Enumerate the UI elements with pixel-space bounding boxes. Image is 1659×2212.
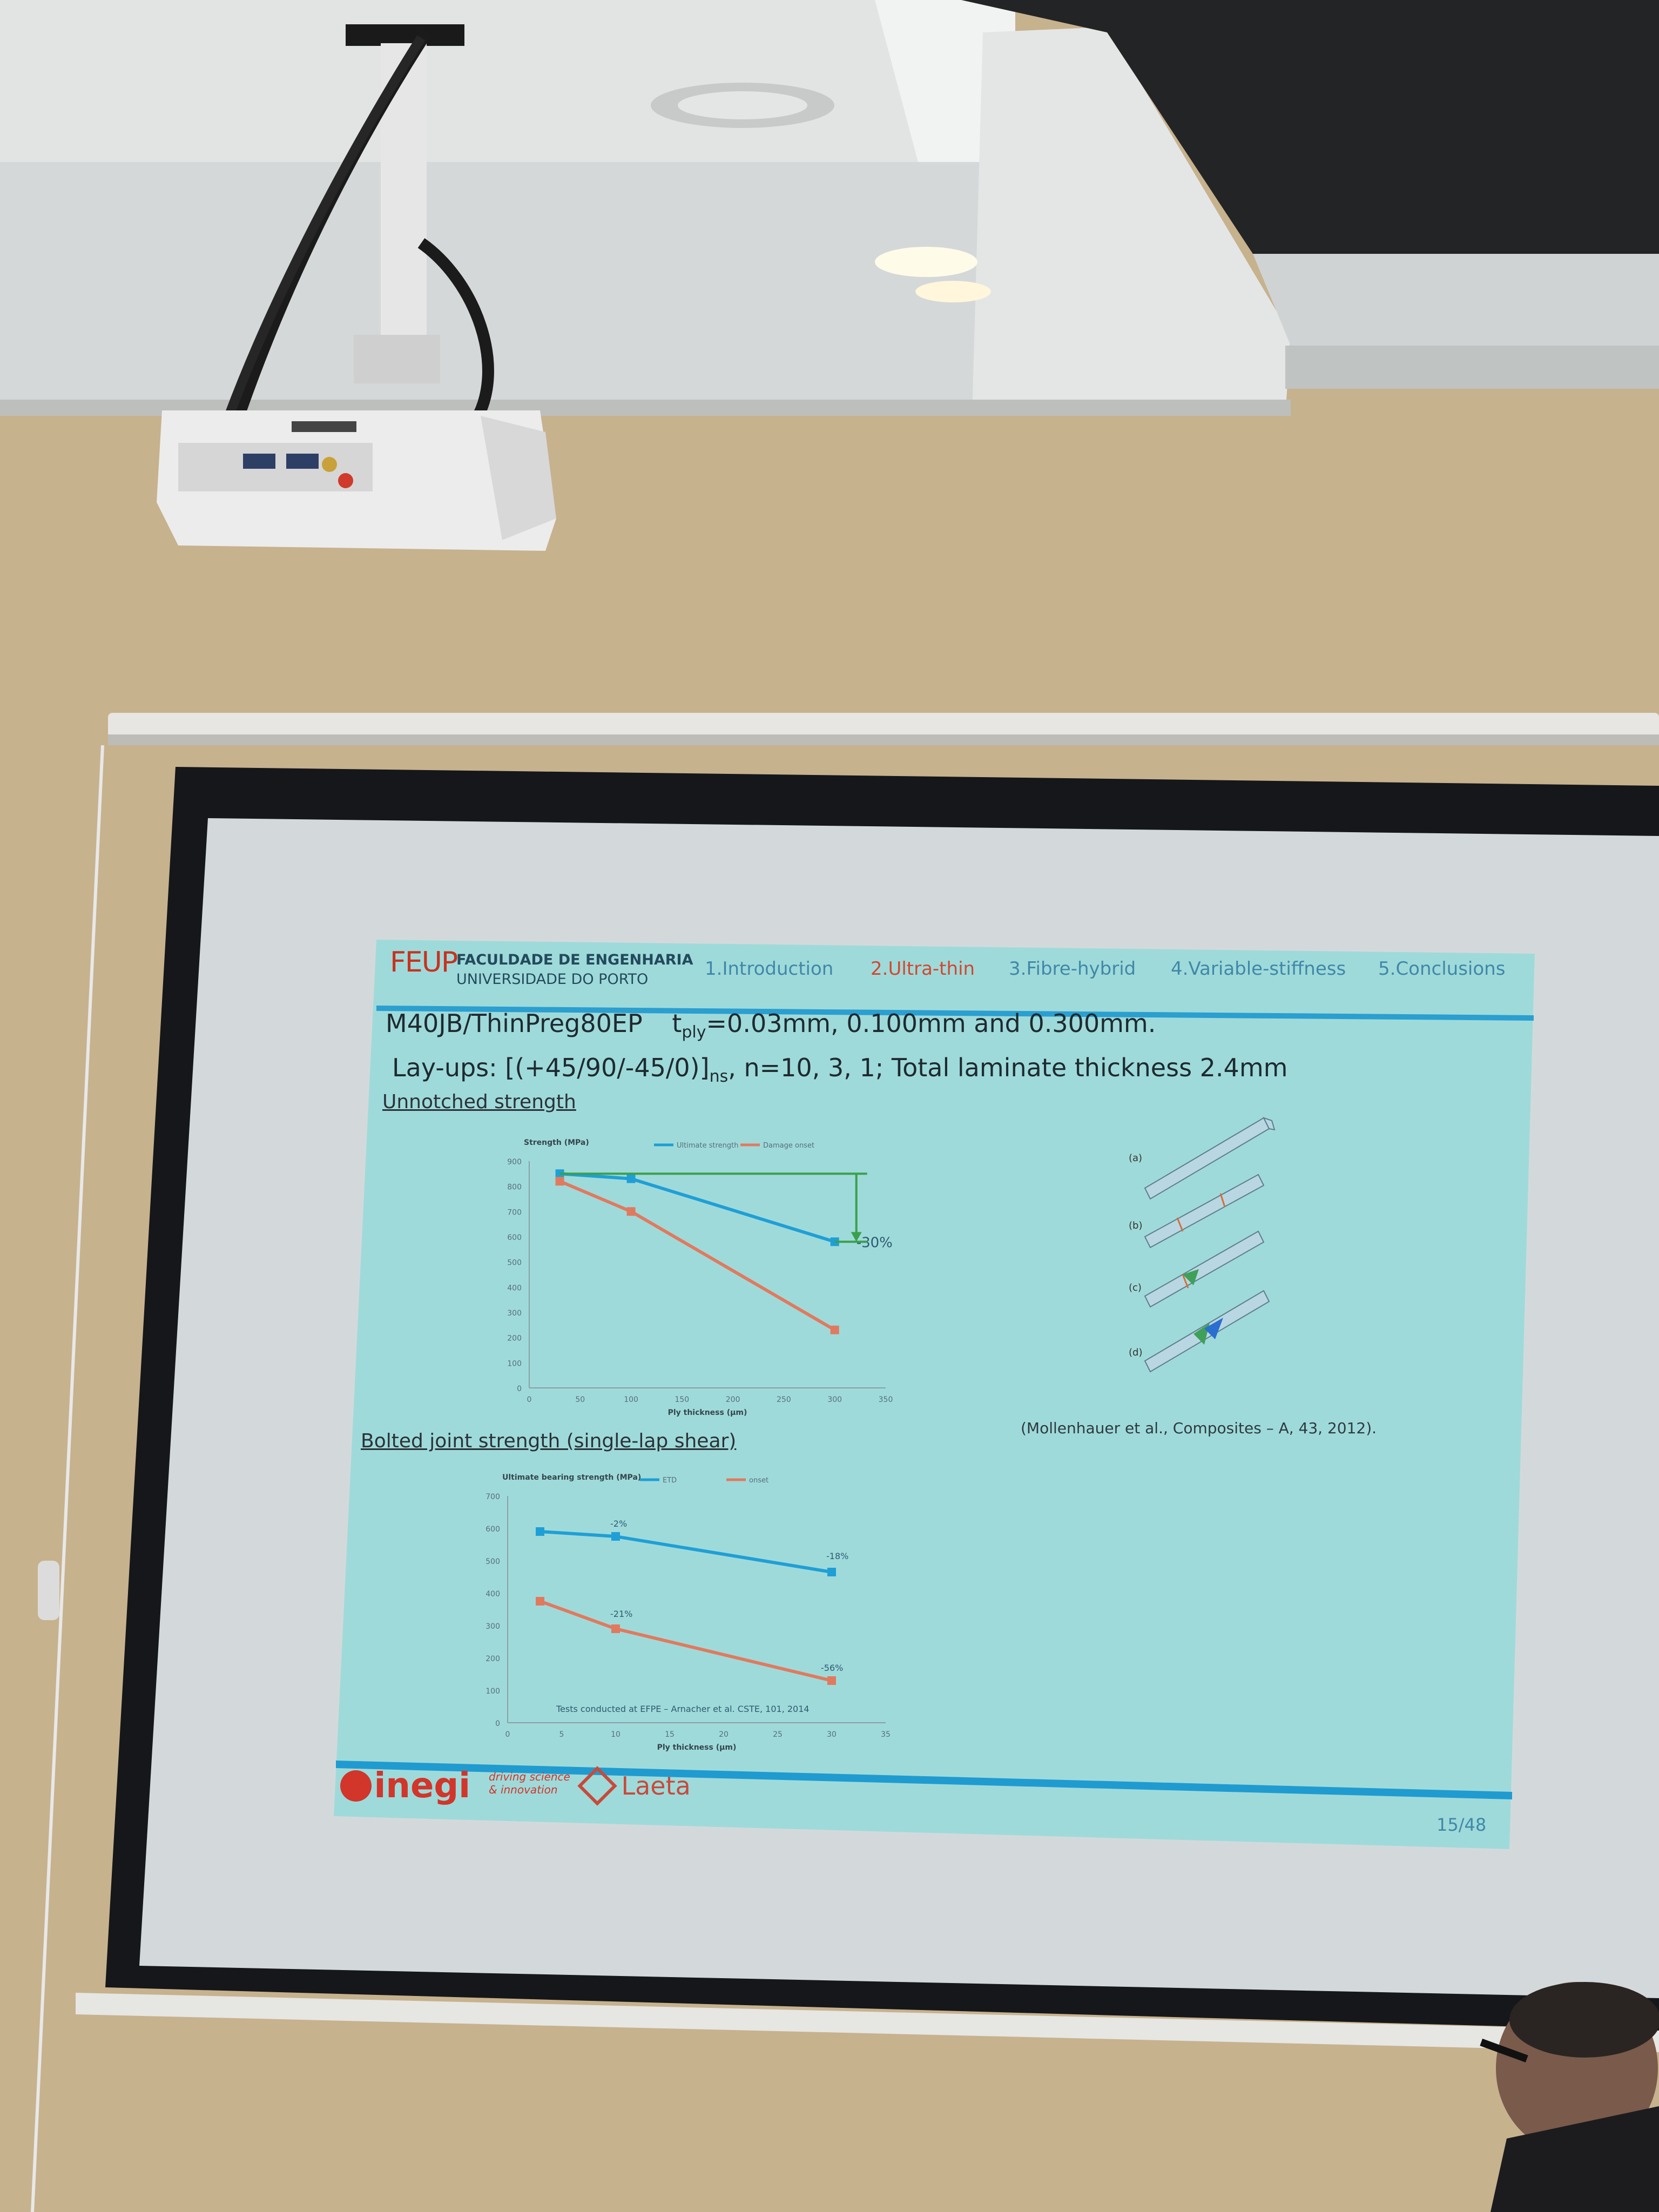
page-number: 15/48 <box>1437 1815 1487 1835</box>
laeta-logo: Laeta <box>577 1766 691 1806</box>
inegi-logo-icon <box>340 1770 372 1802</box>
nav-ultra-thin: 2.Ultra-thin <box>871 958 975 980</box>
ceiling-light <box>915 281 991 302</box>
speaker-grille-inner <box>678 91 807 119</box>
feup-logo: FEUP <box>390 946 458 979</box>
projector-lens-side <box>481 416 556 540</box>
ply-thicknesses: =0.03mm, 0.100mm and 0.300mm. <box>706 1009 1156 1038</box>
citation: (Mollenhauer et al., Composites – A, 43,… <box>1021 1419 1377 1437</box>
section-unnotched-strength: Unnotched strength <box>382 1091 576 1113</box>
layup-subscript: ns <box>709 1067 729 1087</box>
material-name: M40JB/ThinPreg80EP <box>386 1009 643 1038</box>
ceiling-beam-lower <box>1285 346 1659 389</box>
ceiling-light <box>875 247 977 277</box>
screen-housing <box>108 713 1659 741</box>
ceiling-edge <box>875 0 1015 162</box>
ceiling-beam <box>1253 254 1659 346</box>
screen-bottom-bar <box>76 1993 1659 2052</box>
faculty-name-line2: UNIVERSIDADE DO PORTO <box>456 971 649 988</box>
inegi-logo: inegi <box>340 1766 470 1806</box>
inegi-wordmark: inegi <box>374 1766 471 1806</box>
laeta-wordmark: Laeta <box>621 1771 691 1800</box>
layup-prefix: Lay-ups: [(+45/90/-45/0)] <box>392 1053 710 1082</box>
laeta-logo-icon <box>577 1766 617 1806</box>
nav-conclusions: 5.Conclusions <box>1378 958 1506 980</box>
nav-introduction: 1.Introduction <box>705 958 834 980</box>
ceiling-step <box>972 27 1291 416</box>
layup-suffix: , n=10, 3, 1; Total laminate thickness 2… <box>728 1053 1288 1082</box>
faculty-name-line1: FACULDADE DE ENGENHARIA <box>456 952 693 968</box>
nav-fibre-hybrid: 3.Fibre-hybrid <box>1009 958 1136 980</box>
inegi-tagline-2: & innovation <box>489 1783 558 1796</box>
section-bolted-joint-strength: Bolted joint strength (single-lap shear) <box>361 1430 737 1452</box>
projector-bracket <box>354 335 440 383</box>
nav-variable-stiffness: 4.Variable-stiffness <box>1171 958 1346 980</box>
person-shoulder <box>1491 2106 1659 2212</box>
projector-mount-plate <box>346 24 464 46</box>
layup-line: Lay-ups: [(+45/90/-45/0)]ns, n=10, 3, 1;… <box>392 1053 1287 1086</box>
ceiling-panel <box>0 0 1015 162</box>
ceiling-soffit <box>0 162 994 410</box>
material-line: M40JB/ThinPreg80EP tply=0.03mm, 0.100mm … <box>386 1009 1156 1042</box>
inegi-tagline-1: driving science <box>489 1770 570 1783</box>
ceiling-dark <box>961 0 1659 254</box>
t-symbol: t <box>672 1009 682 1038</box>
t-subscript: ply <box>682 1023 706 1042</box>
